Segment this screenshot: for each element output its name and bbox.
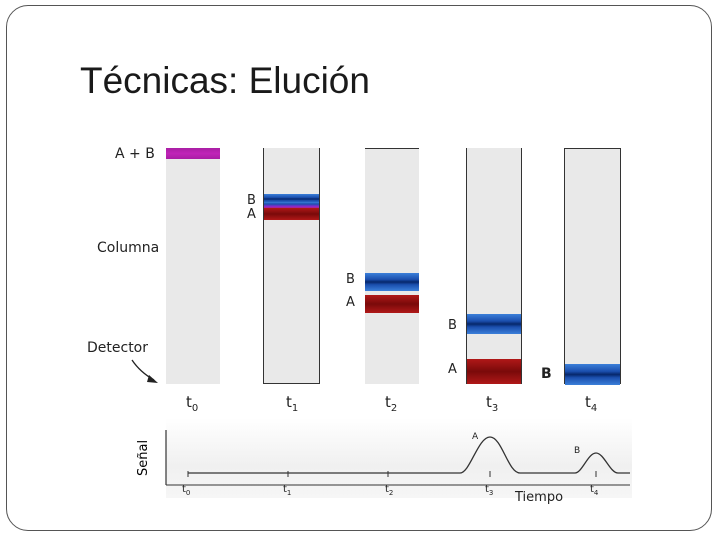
mixture-label: A + B (115, 146, 155, 162)
detector-arrow (131, 359, 158, 383)
time-label-t4: t4 (585, 393, 598, 414)
column-t4 (564, 148, 621, 385)
time-label-t1: t1 (286, 393, 299, 414)
band-label-a-t3: A (448, 362, 457, 377)
band-a (467, 359, 521, 384)
time-label-t2: t2 (385, 393, 398, 414)
column-t3 (466, 148, 522, 384)
band-label-b-t1: B (247, 193, 256, 208)
detector-label: Detector (87, 340, 149, 356)
chrom-tick-t2: t2 (385, 484, 394, 497)
time-label-t3: t3 (486, 393, 499, 414)
band-b (264, 194, 319, 204)
peak-label-a: A (472, 432, 479, 442)
column-label: Columna (97, 240, 160, 256)
band-label-b-t2: B (346, 272, 355, 287)
band-label-a-t2: A (346, 295, 355, 310)
band-mixture (166, 148, 220, 159)
slide-title: Técnicas: Elución (80, 60, 370, 101)
chrom-tick-t4: t4 (590, 484, 599, 497)
chrom-tick-t1: t1 (283, 484, 292, 497)
signal-trace (188, 436, 630, 474)
band-b (565, 364, 620, 385)
time-axis-label: Tiempo (515, 490, 564, 505)
column-t0 (166, 148, 220, 384)
column-t2 (365, 148, 419, 384)
chrom-tick-t0: t0 (182, 484, 191, 497)
band-label-b-t4: B (541, 366, 552, 382)
chromatogram (165, 430, 630, 486)
tick-marks (187, 471, 597, 477)
peak-label-b: B (574, 446, 581, 456)
signal-axis-label: Señal (136, 439, 151, 476)
time-label-t0: t0 (186, 393, 199, 414)
band-b (467, 314, 521, 334)
chrom-tick-t3: t3 (485, 484, 494, 497)
band-label-a-t1: A (247, 207, 256, 222)
band-a (264, 208, 319, 220)
band-overlap (264, 202, 319, 210)
band-label-b-t3: B (448, 318, 457, 333)
band-b (365, 273, 419, 291)
band-a (365, 295, 419, 313)
column-t1 (263, 148, 320, 384)
